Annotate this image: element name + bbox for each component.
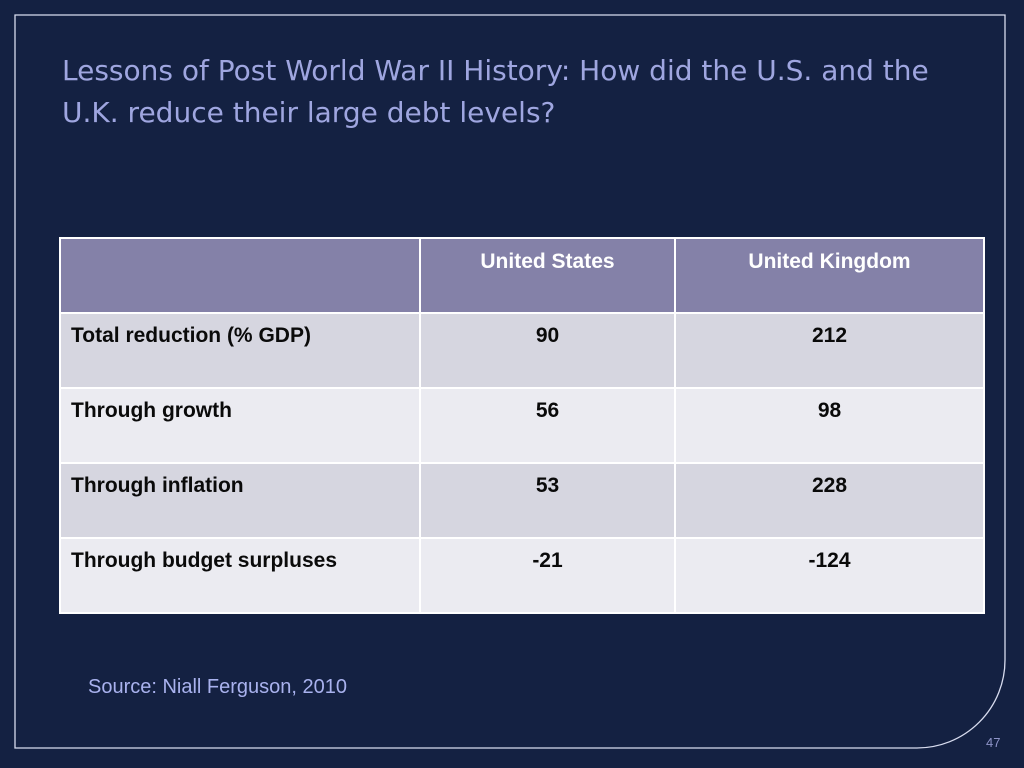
row-label: Through growth xyxy=(59,387,421,464)
debt-reduction-table: United States United Kingdom Total reduc… xyxy=(59,237,985,614)
table-header-row: United States United Kingdom xyxy=(59,237,985,314)
uk-value: 98 xyxy=(674,387,985,464)
us-value: 90 xyxy=(419,312,676,389)
us-value: 56 xyxy=(419,387,676,464)
us-value: -21 xyxy=(419,537,676,614)
row-label: Through budget surpluses xyxy=(59,537,421,614)
header-corner-cell xyxy=(59,237,421,314)
source-citation: Source: Niall Ferguson, 2010 xyxy=(88,676,348,698)
uk-value: 212 xyxy=(674,312,985,389)
header-united-kingdom: United Kingdom xyxy=(674,237,985,314)
row-label: Through inflation xyxy=(59,462,421,539)
slide-title: Lessons of Post World War II History: Ho… xyxy=(62,54,929,129)
row-label: Total reduction (% GDP) xyxy=(59,312,421,389)
uk-value: 228 xyxy=(674,462,985,539)
table-row: Total reduction (% GDP) 90 212 xyxy=(59,312,985,389)
table-row: Through growth 56 98 xyxy=(59,387,985,464)
page-number: 47 xyxy=(986,735,1001,750)
uk-value: -124 xyxy=(674,537,985,614)
header-united-states: United States xyxy=(419,237,676,314)
table-row: Through budget surpluses -21 -124 xyxy=(59,537,985,614)
table-row: Through inflation 53 228 xyxy=(59,462,985,539)
us-value: 53 xyxy=(419,462,676,539)
